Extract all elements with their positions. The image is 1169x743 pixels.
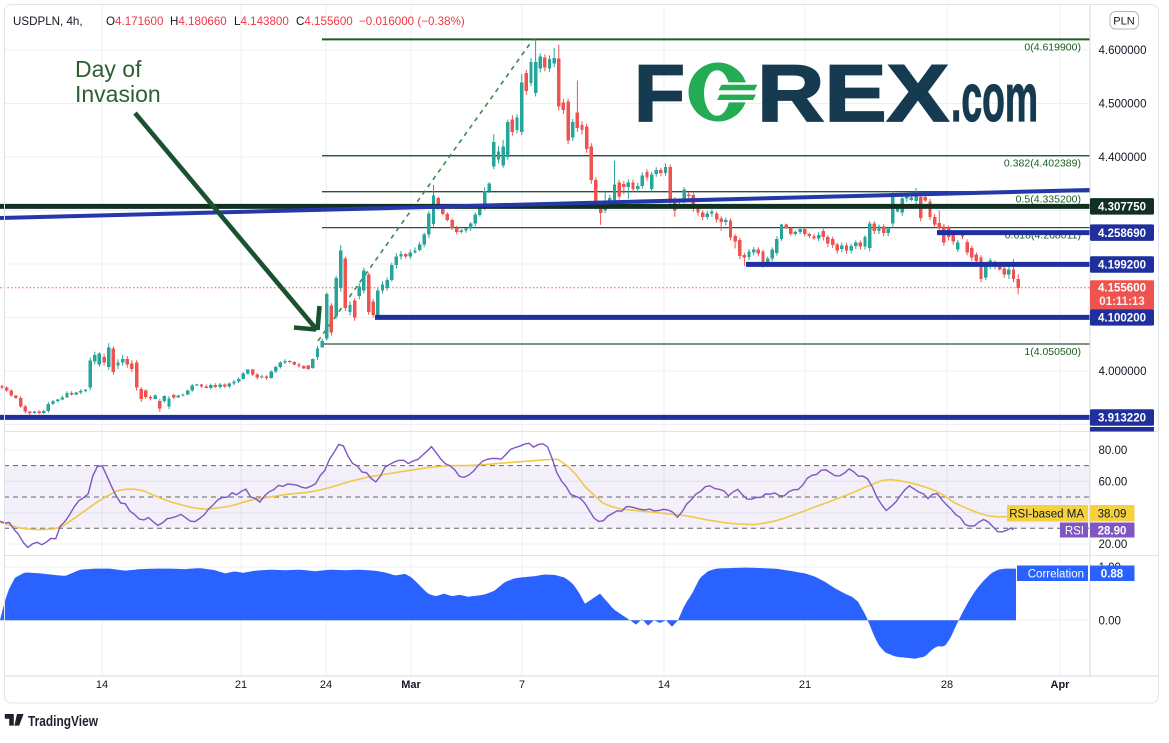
svg-text:Day of: Day of: [75, 56, 142, 82]
svg-text:USDPLN, 4h,: USDPLN, 4h,: [13, 15, 83, 28]
svg-text:7: 7: [519, 679, 525, 691]
svg-text:−0.016000 (−0.38%): −0.016000 (−0.38%): [359, 15, 465, 28]
svg-text:38.09: 38.09: [1098, 509, 1127, 521]
svg-text:80.00: 80.00: [1099, 445, 1128, 457]
svg-text:4.199200: 4.199200: [1098, 260, 1146, 272]
svg-text:Correlation: Correlation: [1028, 569, 1084, 581]
svg-text:28: 28: [941, 679, 953, 691]
svg-text:0.5(4.335200): 0.5(4.335200): [1016, 194, 1081, 206]
svg-text:4.258690: 4.258690: [1098, 228, 1146, 240]
svg-text:60.00: 60.00: [1099, 476, 1128, 488]
svg-text:C4.155600: C4.155600: [296, 15, 353, 28]
svg-text:24: 24: [320, 679, 332, 691]
svg-text:4.400000: 4.400000: [1099, 152, 1147, 164]
svg-text:4.600000: 4.600000: [1099, 45, 1147, 57]
svg-text:Mar: Mar: [401, 679, 421, 691]
svg-text:RSI-based MA: RSI-based MA: [1009, 509, 1084, 521]
svg-text:4.500000: 4.500000: [1099, 99, 1147, 111]
svg-text:28.90: 28.90: [1098, 526, 1127, 538]
svg-text:4.307750: 4.307750: [1098, 202, 1146, 214]
svg-text:4.155600: 4.155600: [1098, 282, 1146, 294]
svg-text:01:11:13: 01:11:13: [1099, 296, 1144, 308]
svg-text:4.000000: 4.000000: [1099, 366, 1147, 378]
svg-text:1(4.050500): 1(4.050500): [1024, 346, 1081, 358]
svg-text:14: 14: [96, 679, 108, 691]
svg-text:0(4.619900): 0(4.619900): [1024, 41, 1081, 53]
svg-text:0.00: 0.00: [1099, 615, 1121, 627]
svg-text:21: 21: [799, 679, 811, 691]
svg-text:Apr: Apr: [1051, 679, 1071, 691]
svg-text:.com: .com: [951, 60, 1038, 136]
svg-text:L4.143800: L4.143800: [234, 15, 289, 28]
svg-text:O4.171600: O4.171600: [106, 15, 163, 28]
svg-text:PLN: PLN: [1113, 16, 1134, 28]
svg-text:3.913220: 3.913220: [1098, 413, 1146, 425]
svg-text:4.100200: 4.100200: [1098, 313, 1146, 325]
svg-text:0.382(4.402389): 0.382(4.402389): [1004, 158, 1081, 170]
svg-text:0.88: 0.88: [1101, 569, 1124, 581]
svg-text:Invasion: Invasion: [75, 81, 161, 107]
svg-text:TradingView: TradingView: [28, 714, 99, 730]
svg-text:14: 14: [658, 679, 670, 691]
svg-text:20.00: 20.00: [1099, 539, 1128, 551]
svg-text:RSI: RSI: [1065, 526, 1084, 538]
svg-text:REX: REX: [757, 49, 949, 139]
svg-text:H4.180660: H4.180660: [170, 15, 227, 28]
svg-text:21: 21: [235, 679, 247, 691]
svg-text:F: F: [634, 49, 685, 139]
